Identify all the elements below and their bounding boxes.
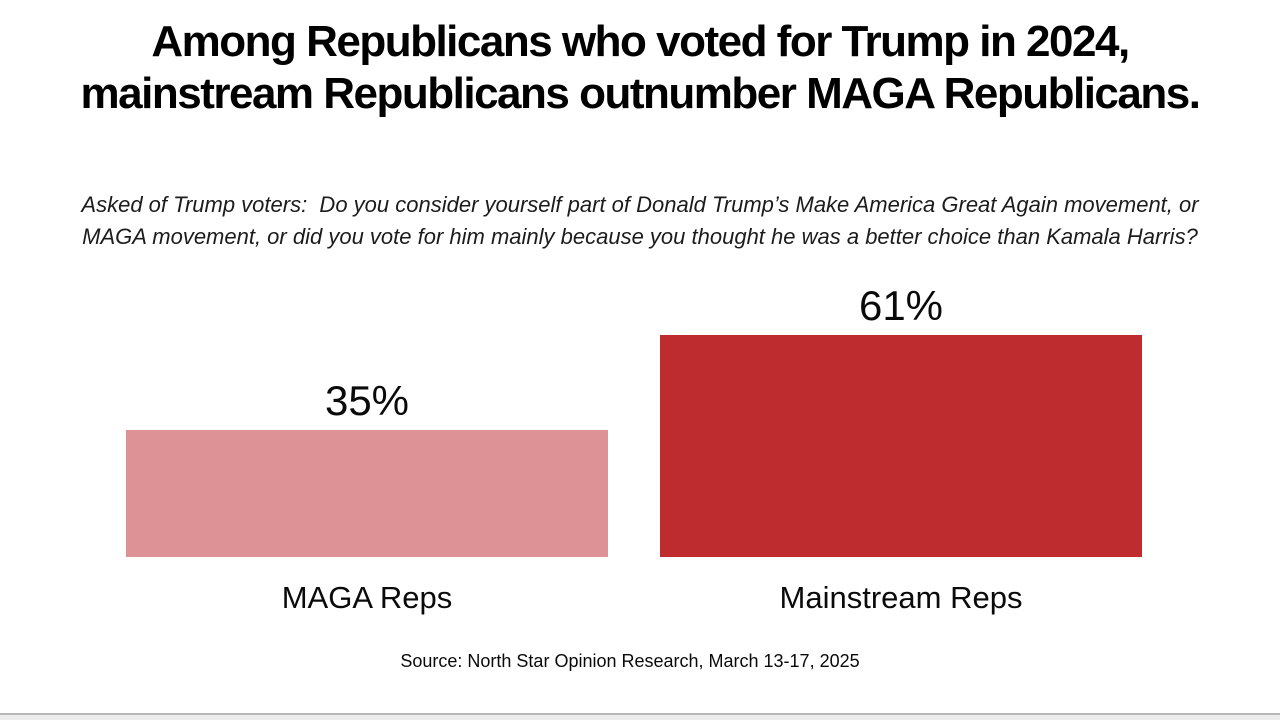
window-bottom-edge xyxy=(0,713,1280,720)
chart-title: Among Republicans who voted for Trump in… xyxy=(0,16,1280,120)
category-label-mainstream-reps: Mainstream Reps xyxy=(779,580,1023,615)
category-axis-labels: MAGA Reps Mainstream Reps xyxy=(126,579,1142,617)
chart-title-line-2: mainstream Republicans outnumber MAGA Re… xyxy=(80,69,1201,118)
value-label-mainstream-reps: 61% xyxy=(858,282,944,329)
bar-maga-reps xyxy=(126,430,608,557)
bar-group-mainstream-reps: 61% xyxy=(660,283,1142,557)
chart-title-line-1: Among Republicans who voted for Trump in… xyxy=(151,17,1130,66)
source-caption: Source: North Star Opinion Research, Mar… xyxy=(400,651,860,671)
chart-subtitle-line-1: Asked of Trump voters: Do you consider y… xyxy=(81,192,1199,217)
value-label-maga-reps: 35% xyxy=(324,377,410,424)
bar-group-maga-reps: 35% xyxy=(126,378,608,557)
bar-chart: 35% 61% xyxy=(126,280,1142,557)
bar-mainstream-reps xyxy=(660,335,1142,557)
category-label-maga-reps: MAGA Reps xyxy=(281,580,453,615)
chart-subtitle: Asked of Trump voters: Do you consider y… xyxy=(0,189,1280,253)
chart-subtitle-line-2: MAGA movement, or did you vote for him m… xyxy=(82,224,1198,249)
